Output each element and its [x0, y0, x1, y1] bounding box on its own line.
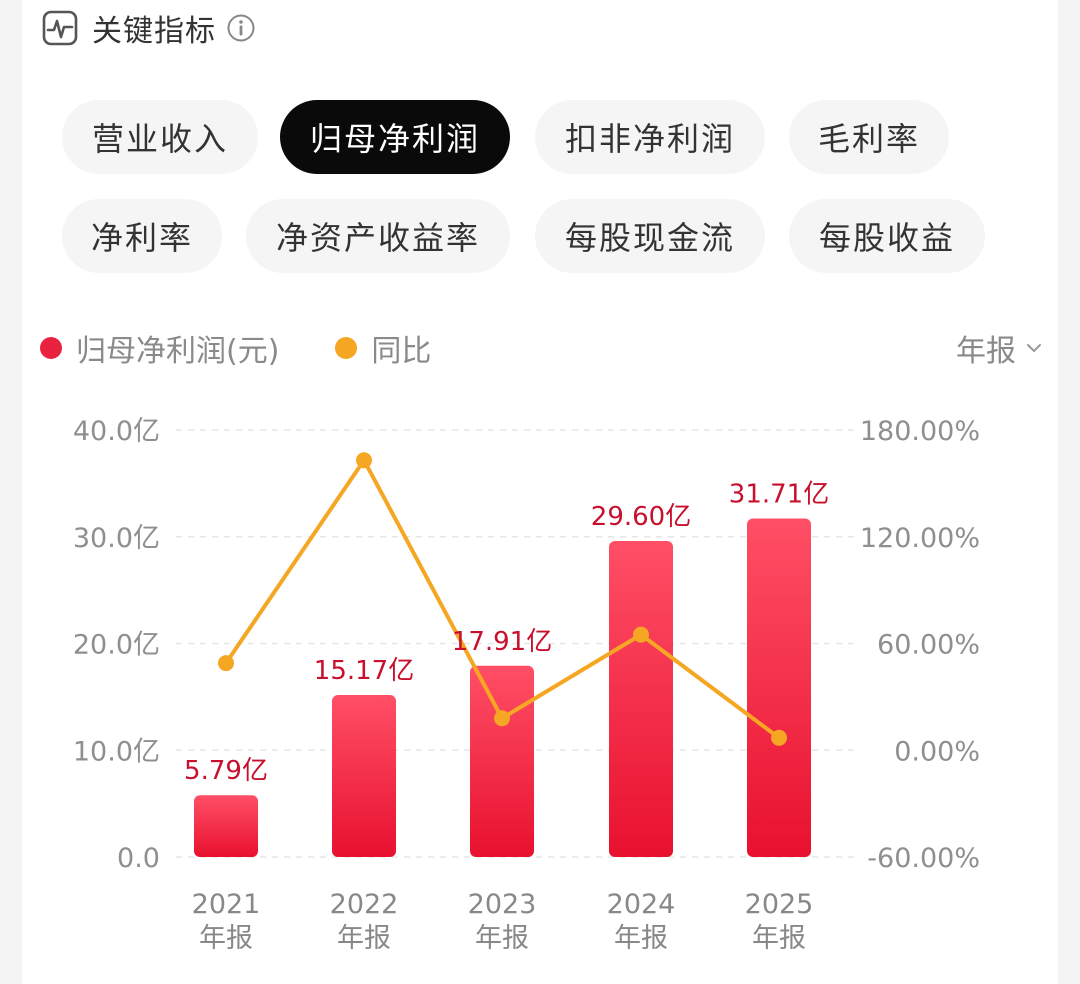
tab-eps[interactable]: 每股收益 — [789, 199, 985, 273]
tab-cashflow-per-share[interactable]: 每股现金流 — [535, 199, 765, 273]
x-tick-period: 年报 — [337, 923, 391, 954]
tab-gross-margin[interactable]: 毛利率 — [789, 100, 949, 174]
y-left-tick-label: 40.0亿 — [73, 416, 160, 447]
info-icon[interactable] — [226, 13, 256, 43]
legend-dot-orange — [335, 337, 358, 359]
x-tick-year: 2024 — [607, 889, 676, 920]
legend-label-net-profit: 归母净利润(元) — [76, 334, 280, 369]
x-tick-period: 年报 — [475, 923, 529, 954]
tab-net-margin[interactable]: 净利率 — [62, 199, 222, 273]
y-right-tick-label: 0.00% — [894, 736, 980, 767]
y-right-tick-label: 120.00% — [860, 523, 980, 554]
legend-item-yoy[interactable]: 同比 — [335, 326, 431, 370]
y-left-tick-label: 0.0 — [117, 843, 160, 874]
tab-non-recurring-net-profit[interactable]: 扣非净利润 — [535, 100, 765, 174]
yoy-point-2023[interactable] — [494, 710, 510, 727]
x-tick-period: 年报 — [752, 923, 806, 954]
section-header: 关键指标 — [42, 6, 256, 50]
bar-value-label: 31.71亿 — [729, 479, 829, 509]
period-label: 年报 — [956, 334, 1016, 369]
bar-2025[interactable] — [747, 518, 811, 857]
x-tick-year: 2022 — [330, 889, 399, 920]
x-tick-period: 年报 — [199, 923, 253, 954]
y-left-tick-label: 20.0亿 — [73, 630, 160, 661]
chart-legend: 归母净利润(元) 同比 — [40, 326, 487, 370]
bar-2021[interactable] — [194, 795, 258, 857]
x-tick-year: 2021 — [192, 889, 261, 920]
yoy-point-2021[interactable] — [218, 655, 234, 672]
bar-value-label: 5.79亿 — [184, 756, 268, 786]
x-tick-year: 2025 — [745, 889, 814, 920]
bar-value-label: 17.91亿 — [452, 627, 552, 657]
bar-2024[interactable] — [609, 541, 673, 857]
x-tick-period: 年报 — [614, 923, 668, 954]
bar-2023[interactable] — [470, 665, 534, 857]
chevron-down-icon — [1027, 344, 1041, 352]
x-tick-year: 2023 — [468, 889, 537, 920]
tab-net-profit-attributable[interactable]: 归母净利润 — [280, 100, 510, 174]
legend-dot-red — [40, 337, 62, 359]
legend-item-net-profit[interactable]: 归母净利润(元) — [40, 326, 279, 370]
yoy-point-2022[interactable] — [356, 452, 372, 469]
pulse-icon — [42, 10, 78, 46]
tab-roe[interactable]: 净资产收益率 — [246, 199, 510, 273]
y-right-tick-label: 180.00% — [860, 416, 980, 447]
period-selector[interactable]: 年报 — [956, 326, 1044, 370]
tab-revenue[interactable]: 营业收入 — [62, 100, 258, 174]
bar-2022[interactable] — [332, 695, 396, 857]
y-right-tick-label: -60.00% — [867, 843, 980, 874]
y-left-tick-label: 30.0亿 — [73, 523, 160, 554]
y-right-tick-label: 60.00% — [877, 630, 980, 661]
legend-label-yoy: 同比 — [371, 334, 432, 369]
yoy-point-2025[interactable] — [771, 729, 787, 746]
bar-value-label: 15.17亿 — [314, 656, 414, 686]
yoy-point-2024[interactable] — [633, 626, 649, 643]
bar-value-label: 29.60亿 — [591, 502, 691, 532]
y-left-tick-label: 10.0亿 — [73, 736, 160, 767]
section-title: 关键指标 — [92, 14, 216, 49]
